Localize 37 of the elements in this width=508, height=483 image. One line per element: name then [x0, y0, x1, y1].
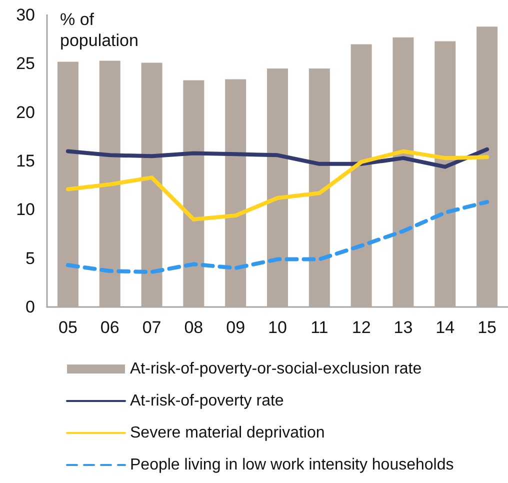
y-tick-label: 30 — [16, 6, 35, 24]
bar — [308, 68, 330, 307]
bar — [225, 79, 246, 307]
legend-label: Severe material deprivation — [130, 424, 325, 442]
x-tick-label: 12 — [352, 318, 371, 337]
line-series — [66, 200, 490, 274]
bar — [183, 80, 204, 307]
x-tick-label: 10 — [268, 318, 287, 337]
bar — [392, 37, 414, 307]
x-tick-label: 06 — [100, 318, 120, 337]
x-tick-label: 14 — [436, 318, 455, 337]
x-tick-label: 15 — [478, 318, 497, 337]
bar — [57, 62, 78, 307]
line-series — [66, 149, 490, 222]
x-tick-label: 11 — [310, 318, 328, 337]
bar — [267, 68, 288, 307]
bar — [434, 41, 456, 307]
y-axis-title: % of population — [60, 10, 138, 50]
x-tick-label: 07 — [142, 318, 162, 337]
x-tick-label: 09 — [226, 318, 246, 337]
line-series — [66, 147, 490, 169]
legend-label: People living in low work intensity households — [130, 456, 454, 474]
y-tick-label: 25 — [16, 54, 35, 74]
x-tick-label: 05 — [58, 318, 78, 337]
bar — [476, 26, 498, 307]
y-tick-label: 20 — [16, 102, 35, 122]
bar — [99, 60, 120, 307]
y-tick-label: 15 — [16, 152, 35, 170]
legend-label: At-risk-of-poverty-or-social-exclusion rate — [130, 360, 422, 378]
x-tick-label: 08 — [184, 318, 204, 337]
y-tick-label: 10 — [16, 200, 35, 220]
y-tick-label: 5 — [26, 248, 35, 268]
bar — [141, 62, 162, 307]
y-tick-label: 0 — [26, 298, 35, 316]
legend-label: At-risk-of-poverty rate — [130, 392, 284, 410]
x-tick-label: 13 — [394, 318, 413, 337]
bar — [350, 44, 372, 307]
